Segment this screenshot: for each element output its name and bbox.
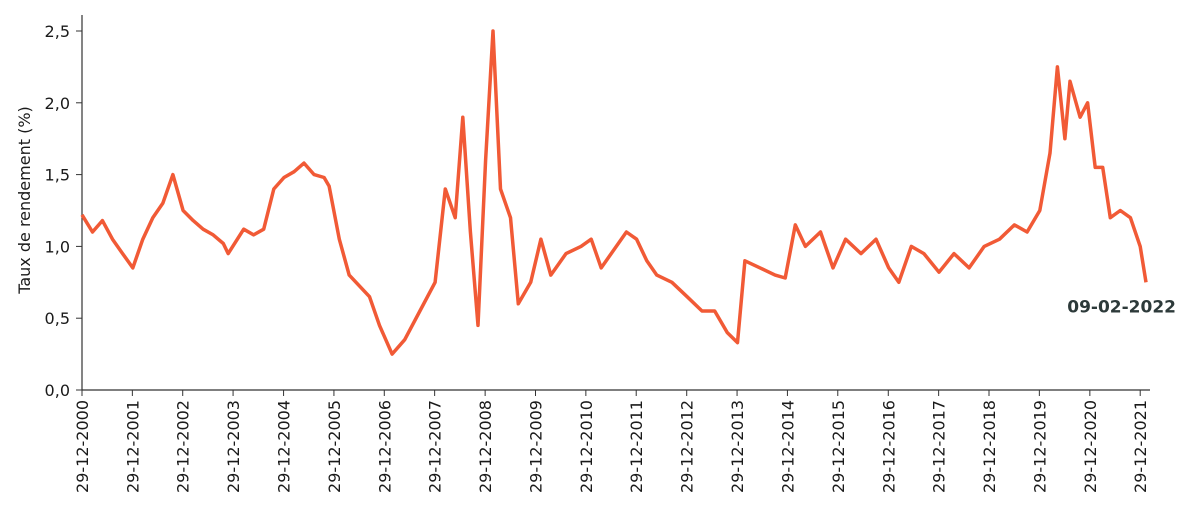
x-tick-label: 29-12-2006 [375, 400, 394, 493]
x-tick-label: 29-12-2007 [426, 400, 445, 493]
x-tick-label: 29-12-2005 [325, 400, 344, 493]
x-tick-label: 29-12-2013 [728, 400, 747, 493]
x-tick-label: 29-12-2009 [526, 400, 545, 493]
x-tick-label: 29-12-2017 [930, 400, 949, 493]
x-tick-label: 29-12-2011 [627, 400, 646, 493]
x-tick-label: 29-12-2018 [980, 400, 999, 493]
x-tick-label: 29-12-2010 [577, 400, 596, 493]
x-tick-label: 29-12-2020 [1081, 400, 1100, 493]
y-tick-label: 0,0 [45, 381, 70, 400]
data-line [80, 29, 1148, 356]
x-tick-label: 29-12-2002 [174, 400, 193, 493]
x-tick-label: 29-12-2000 [73, 400, 92, 493]
x-tick-label: 29-12-2021 [1131, 400, 1150, 493]
x-tick-label: 29-12-2015 [829, 400, 848, 493]
x-tick-label: 29-12-2012 [678, 400, 697, 493]
y-tick-label: 0,5 [45, 309, 70, 328]
x-tick-label: 29-12-2004 [275, 400, 294, 493]
y-tick-label: 2,0 [45, 94, 70, 113]
y-tick-label: 1,5 [45, 166, 70, 185]
y-axis-label: Taux de rendement (%) [15, 106, 34, 295]
x-tick-label: 29-12-2003 [224, 400, 243, 493]
x-tick-label: 29-12-2001 [123, 400, 142, 493]
x-tick-label: 29-12-2019 [1030, 400, 1049, 493]
x-tick-label: 29-12-2014 [778, 400, 797, 493]
x-tick-label: 29-12-2016 [879, 400, 898, 493]
end-annotation: 09-02-2022 [1067, 297, 1176, 317]
x-tick-label: 29-12-2008 [476, 400, 495, 493]
y-tick-label: 2,5 [45, 22, 70, 41]
y-tick-label: 1,0 [45, 237, 70, 256]
